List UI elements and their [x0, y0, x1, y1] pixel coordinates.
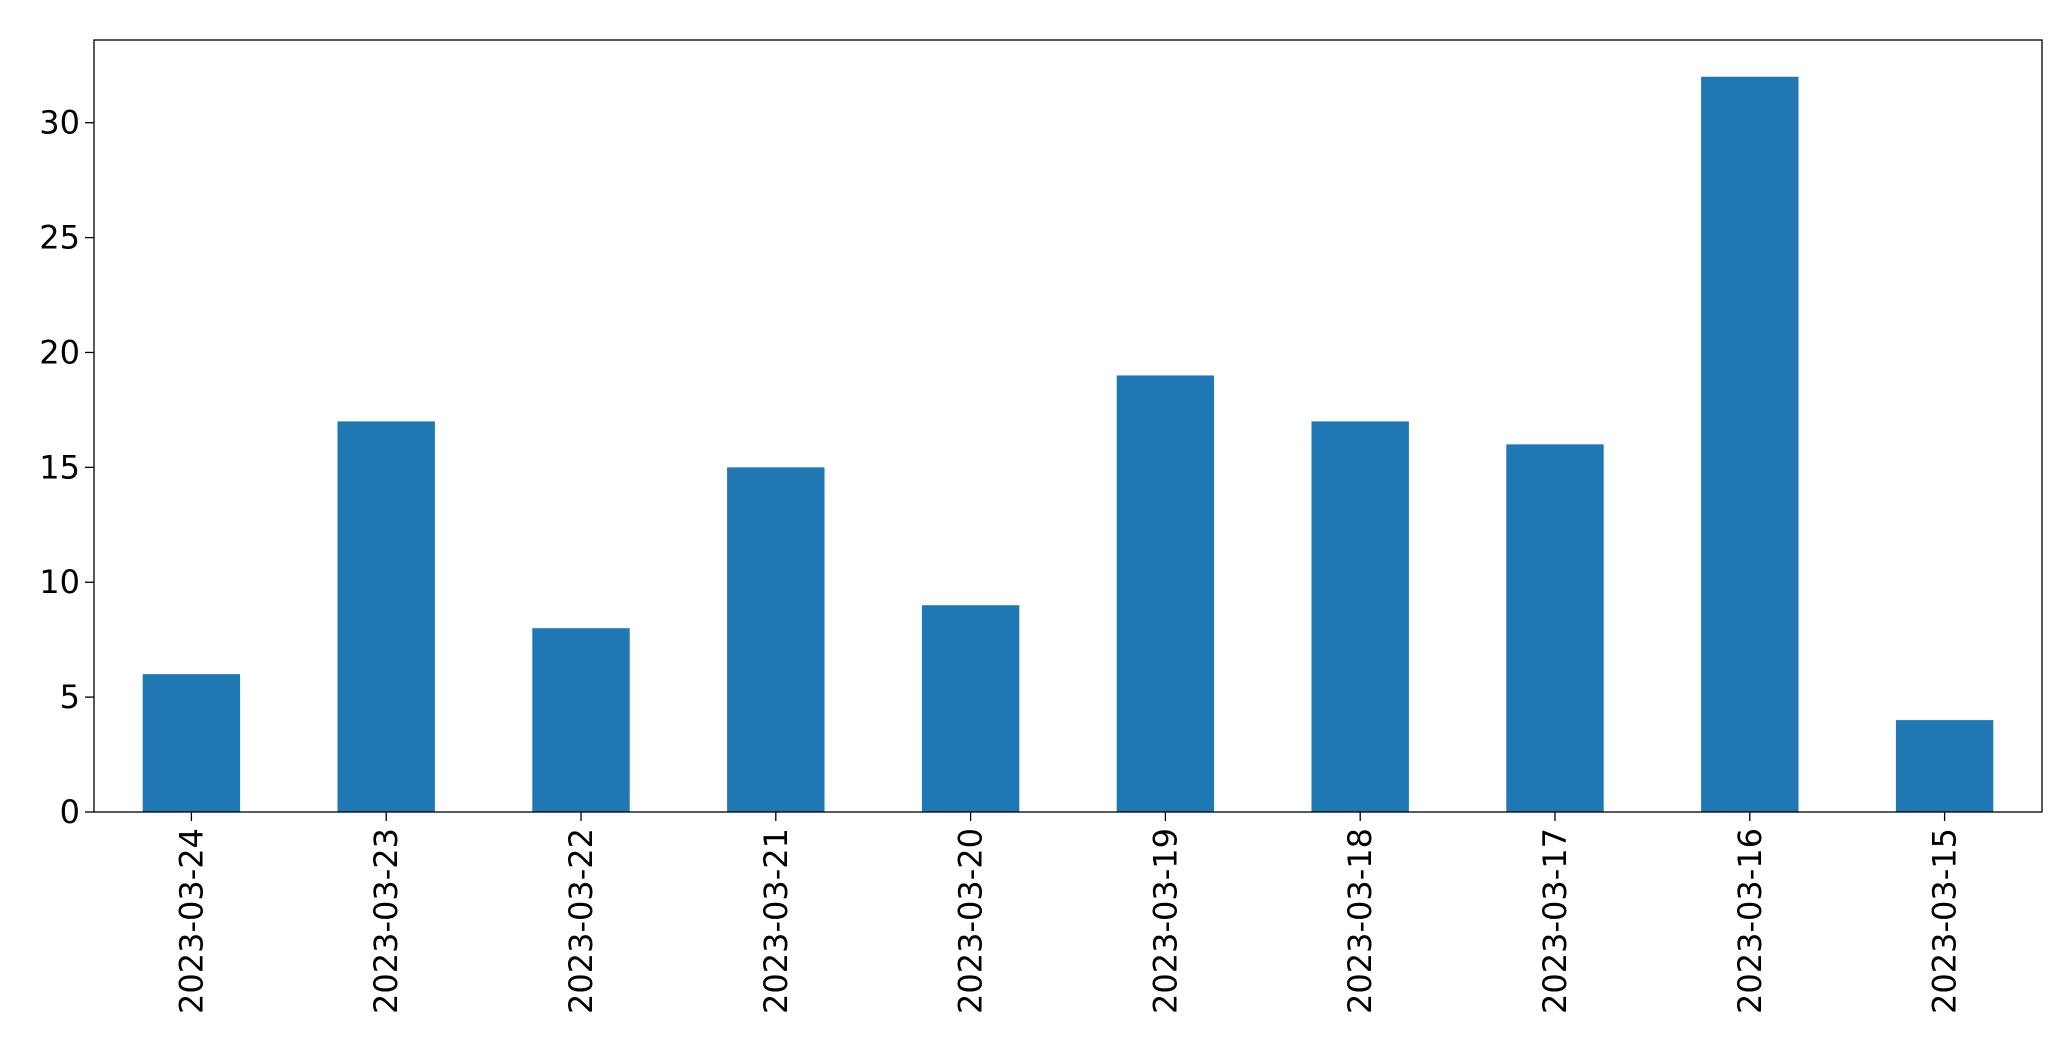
bar	[532, 628, 630, 812]
bar	[142, 674, 241, 812]
bar	[1506, 444, 1604, 812]
bar	[921, 605, 1020, 812]
bar	[1895, 720, 1994, 812]
bar	[1311, 421, 1409, 812]
plot-frame	[93, 39, 2043, 813]
y-tick-label: 15	[39, 448, 80, 486]
x-tick-label: 2023-03-23	[367, 828, 405, 1014]
x-tick-label: 2023-03-15	[1926, 828, 1964, 1014]
bar	[727, 467, 825, 812]
bar	[337, 421, 435, 812]
y-tick-label: 0	[60, 793, 80, 831]
x-tick-label: 2023-03-19	[1146, 828, 1184, 1014]
bar	[1116, 375, 1215, 812]
y-tick-label: 25	[39, 219, 80, 257]
y-tick-label: 5	[60, 678, 80, 716]
x-tick-label: 2023-03-18	[1341, 828, 1379, 1014]
x-tick-label: 2023-03-21	[757, 828, 795, 1014]
y-tick-label: 20	[39, 333, 80, 371]
y-tick-label: 10	[39, 563, 80, 601]
bar	[1701, 76, 1799, 812]
x-tick-label: 2023-03-24	[172, 828, 210, 1014]
x-tick-label: 2023-03-22	[562, 828, 600, 1014]
x-tick-label: 2023-03-20	[952, 828, 990, 1014]
x-tick-label: 2023-03-17	[1536, 828, 1574, 1014]
x-tick-label: 2023-03-16	[1731, 828, 1769, 1014]
y-tick-label: 30	[39, 104, 80, 142]
